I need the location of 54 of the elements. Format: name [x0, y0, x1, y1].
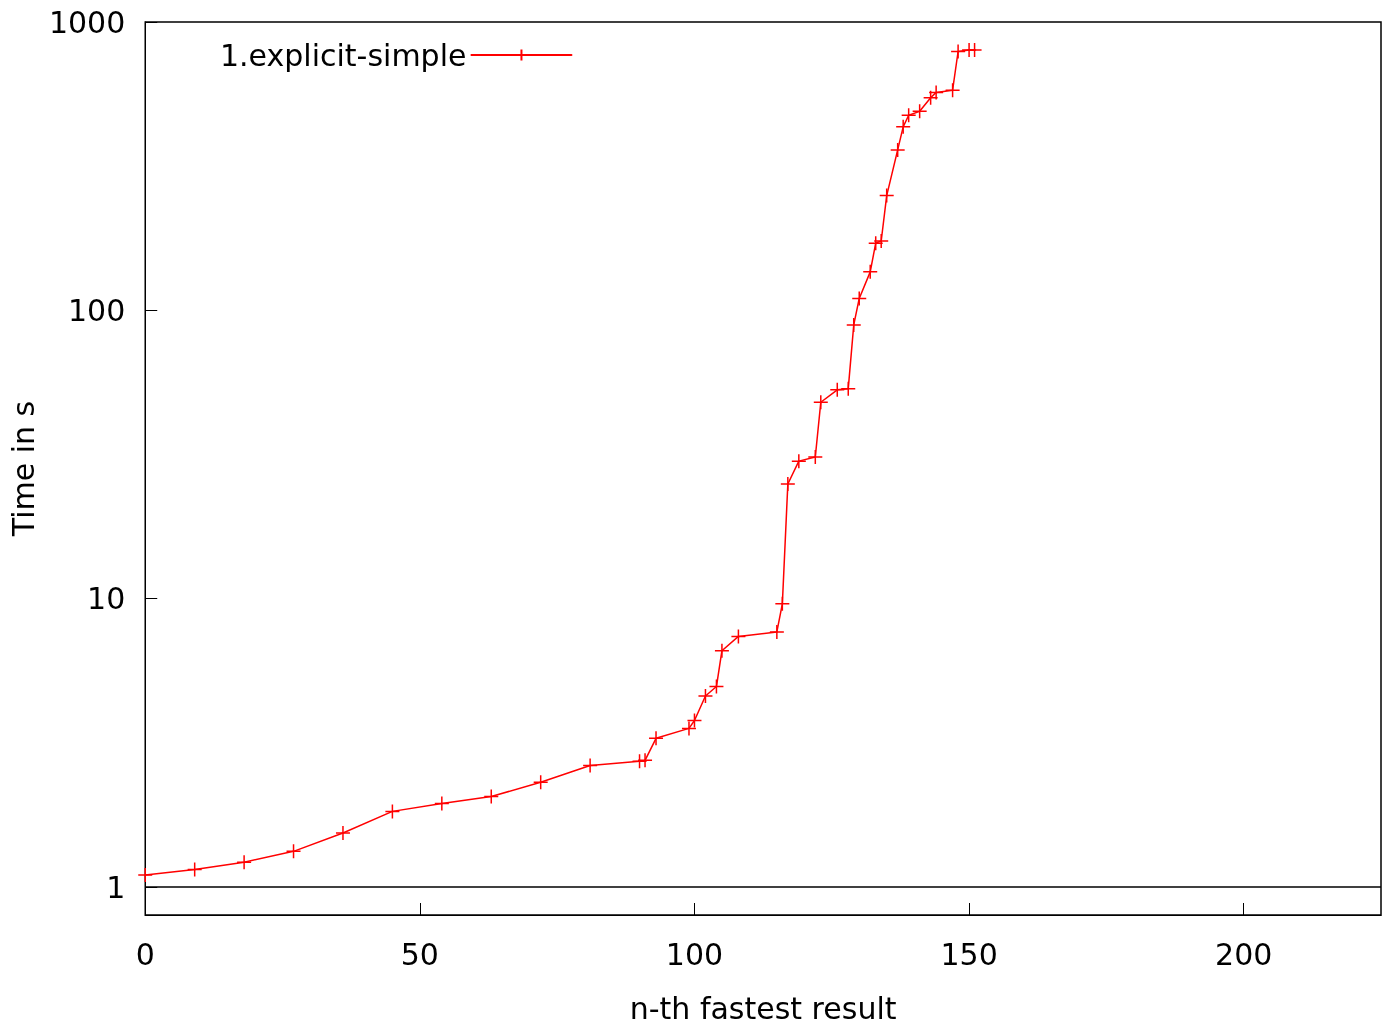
- x-tick-label: 150: [940, 936, 998, 972]
- point: [697, 688, 714, 704]
- point: [769, 624, 785, 640]
- point: [966, 42, 983, 58]
- point: [895, 119, 911, 135]
- point: [532, 774, 549, 790]
- y-tick-label: 1: [106, 869, 126, 905]
- y-tick-label: 100: [67, 292, 126, 328]
- point: [708, 678, 725, 695]
- point: [791, 453, 807, 469]
- point: [648, 730, 664, 747]
- point: [846, 317, 862, 333]
- point: [186, 861, 203, 878]
- x-axis-title: n-th fastest result: [629, 990, 897, 1026]
- x-tick-label: 100: [665, 936, 724, 972]
- point: [922, 90, 939, 106]
- point: [944, 82, 961, 98]
- point: [813, 394, 829, 411]
- point: [637, 752, 653, 769]
- point: [873, 233, 889, 249]
- y-tick-label: 10: [87, 581, 126, 617]
- point: [285, 843, 302, 860]
- point: [730, 628, 747, 645]
- point: [686, 712, 703, 729]
- point: [829, 382, 846, 398]
- point: [384, 803, 401, 820]
- point: [483, 788, 500, 805]
- point: [582, 757, 598, 774]
- point: [928, 84, 944, 101]
- x-tick-label: 0: [135, 936, 155, 972]
- point: [780, 476, 796, 492]
- point: [840, 380, 856, 397]
- point: [851, 290, 867, 307]
- point: [681, 720, 697, 737]
- x-tick-label: 200: [1215, 936, 1273, 972]
- point: [335, 825, 351, 841]
- point: [807, 449, 824, 465]
- point: [236, 854, 252, 870]
- point: [714, 642, 730, 659]
- y-tick-label: 1000: [48, 4, 126, 40]
- point: [900, 107, 917, 123]
- point: [889, 142, 906, 158]
- point: [774, 596, 791, 612]
- point: [911, 103, 928, 120]
- point: [434, 795, 450, 812]
- y-axis-title: Time in s: [5, 400, 41, 538]
- legend-label: 1.explicit-simple: [219, 37, 467, 73]
- point: [862, 264, 878, 280]
- point: [137, 867, 153, 883]
- x-tick-label: 50: [400, 936, 439, 972]
- point: [867, 235, 884, 251]
- point: [878, 187, 895, 204]
- point: [631, 753, 648, 770]
- point: [950, 43, 966, 60]
